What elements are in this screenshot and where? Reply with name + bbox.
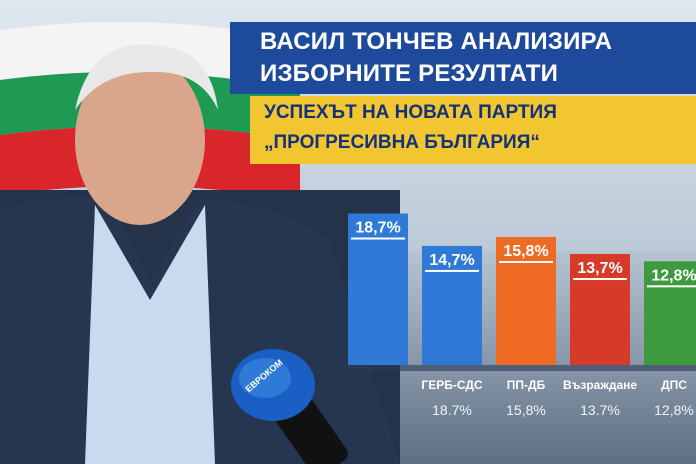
bar-label-rule-3	[573, 278, 627, 281]
secondary-value-label-4: 12,8%	[654, 402, 694, 418]
headline-banner: ВАСИЛ ТОНЧЕВ АНАЛИЗИРА ИЗБОРНИТЕ РЕЗУЛТА…	[230, 22, 696, 94]
bar-label-rule-0	[351, 237, 405, 240]
subheadline-line-1: УСПЕХЪТ НА НОВАТА ПАРТИЯ	[264, 102, 557, 123]
bar-2	[496, 237, 556, 365]
bar-value-label-2: 15,8%	[503, 243, 548, 260]
bar-value-label-3: 13,7%	[577, 260, 622, 277]
bar-label-rule-1	[425, 269, 479, 272]
headline-line-2: ИЗБОРНИТЕ РЕЗУЛТАТИ	[260, 60, 559, 87]
bar-3	[570, 254, 630, 365]
bar-4	[644, 261, 696, 365]
bar-value-label-0: 18,7%	[355, 220, 400, 237]
subheadline-banner: УСПЕХЪТ НА НОВАТА ПАРТИЯ „ПРОГРЕСИВНА БЪ…	[250, 96, 696, 164]
chart-baseline	[338, 365, 696, 371]
bar-value-label-4: 12,8%	[651, 267, 696, 284]
secondary-value-label-3: 13.7%	[580, 402, 620, 418]
category-label-1: ГЕРБ-СДС	[421, 378, 482, 392]
bar-label-rule-4	[647, 285, 696, 288]
secondary-value-label-2: 15,8%	[506, 402, 546, 418]
category-label-3: Възраждане	[563, 378, 637, 392]
category-label-4: ДПС	[661, 378, 687, 392]
headline-line-1: ВАСИЛ ТОНЧЕВ АНАЛИЗИРА	[260, 28, 613, 55]
subheadline-line-2: „ПРОГРЕСИВНА БЪЛГАРИЯ“	[264, 132, 540, 153]
secondary-value-label-1: 18.7%	[432, 402, 472, 418]
bar-1	[422, 245, 482, 365]
bar-value-label-1: 14,7%	[429, 252, 474, 269]
bar-label-rule-2	[499, 261, 553, 264]
category-label-2: ПП-ДБ	[507, 378, 546, 392]
speaker-figure	[0, 44, 400, 464]
microphone-icon	[231, 349, 349, 464]
